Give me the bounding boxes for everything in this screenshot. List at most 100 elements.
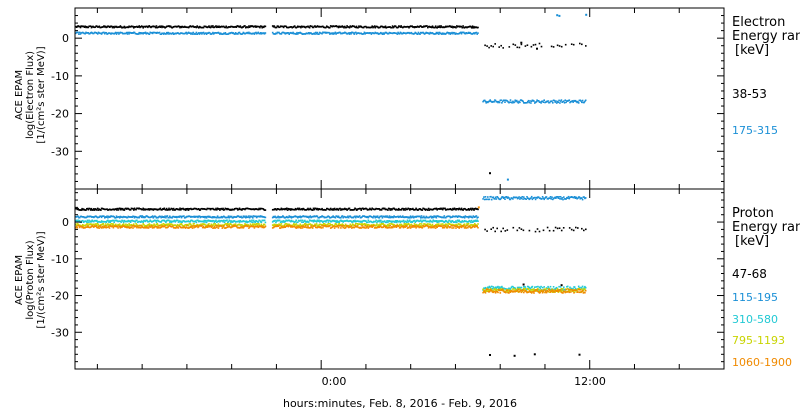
- electron-point: [349, 32, 352, 34]
- electron-point: [453, 32, 456, 34]
- proton-point: [493, 197, 495, 200]
- proton-point: [530, 291, 532, 293]
- x-tick-label-0000: 0:00: [322, 375, 347, 388]
- proton-point: [118, 216, 120, 218]
- electron-point: [503, 99, 506, 102]
- proton-point: [362, 207, 364, 210]
- proton-point: [469, 224, 471, 227]
- proton-point: [303, 208, 305, 211]
- electron-point: [192, 31, 195, 34]
- proton-point: [393, 207, 395, 210]
- proton-point: [431, 223, 434, 226]
- proton-point: [444, 207, 446, 210]
- electron-point: [258, 32, 260, 35]
- electron-point: [375, 32, 377, 34]
- proton-point: [473, 225, 475, 227]
- proton-point: [511, 290, 513, 292]
- proton-point: [500, 230, 502, 233]
- proton-point: [518, 286, 520, 289]
- electron-point: [370, 26, 373, 29]
- proton-point: [404, 224, 406, 226]
- electron-point: [383, 33, 385, 35]
- proton-point: [275, 221, 277, 224]
- electron-point: [83, 26, 86, 28]
- electron-point: [83, 32, 86, 35]
- proton-point: [452, 208, 455, 211]
- electron-point: [355, 26, 357, 29]
- proton-point: [433, 226, 435, 229]
- electron-point: [459, 31, 462, 34]
- proton-point: [169, 215, 171, 218]
- proton-point: [578, 288, 581, 290]
- proton-point: [312, 221, 315, 223]
- proton-point: [160, 226, 162, 228]
- proton-point: [356, 209, 359, 211]
- proton-point: [77, 219, 79, 222]
- proton-point: [552, 286, 555, 288]
- electron-legend-title-3: [keV]: [735, 43, 769, 58]
- proton-point: [292, 225, 294, 228]
- proton-point: [136, 224, 138, 226]
- proton-point: [425, 215, 428, 218]
- proton-point: [169, 220, 172, 222]
- proton-point: [326, 223, 329, 226]
- electron-point: [556, 44, 559, 47]
- proton-point: [445, 208, 448, 211]
- proton-point: [554, 196, 556, 199]
- proton-point: [373, 215, 376, 218]
- proton-point: [354, 215, 356, 218]
- electron-point: [413, 32, 416, 35]
- proton-point: [475, 215, 478, 217]
- proton-point: [286, 216, 289, 219]
- electron-point: [577, 102, 580, 104]
- proton-point: [93, 226, 95, 228]
- proton-point: [297, 216, 299, 219]
- proton-point: [260, 225, 263, 227]
- electron-point: [208, 32, 211, 34]
- electron-point: [577, 100, 579, 103]
- electron-point: [455, 26, 457, 29]
- proton-point: [174, 209, 177, 211]
- electron-point: [235, 26, 238, 28]
- proton-point: [571, 289, 574, 291]
- proton-point: [172, 225, 174, 228]
- proton-point: [96, 227, 99, 229]
- proton-point: [368, 224, 370, 226]
- electron-point: [304, 33, 307, 35]
- electron-point: [287, 32, 290, 34]
- proton-point: [551, 196, 553, 198]
- proton-point: [93, 220, 95, 223]
- proton-point: [347, 215, 349, 218]
- proton-point: [383, 225, 386, 228]
- proton-point: [231, 226, 234, 228]
- proton-point: [548, 197, 551, 199]
- electron-point: [259, 32, 261, 35]
- electron-point: [285, 25, 287, 28]
- proton-point: [402, 220, 404, 223]
- proton-point: [181, 221, 184, 223]
- electron-point: [373, 26, 375, 28]
- proton-point: [196, 215, 198, 218]
- electron-point: [538, 42, 541, 45]
- proton-point: [258, 225, 260, 227]
- proton-point: [251, 215, 253, 218]
- proton-point: [365, 223, 367, 225]
- proton-point: [241, 209, 243, 211]
- electron-point: [111, 25, 113, 28]
- proton-point: [350, 225, 352, 227]
- proton-point: [462, 209, 464, 211]
- proton-point: [495, 198, 498, 200]
- proton-point: [133, 223, 135, 225]
- electron-ylabel-line-1: ACE EPAM: [14, 70, 25, 120]
- electron-point: [349, 25, 352, 27]
- electron-point: [502, 47, 504, 49]
- proton-point: [238, 207, 241, 210]
- electron-point: [128, 33, 130, 35]
- proton-point: [263, 219, 266, 222]
- electron-point: [469, 31, 471, 34]
- proton-point: [101, 223, 104, 225]
- proton-point: [538, 289, 541, 291]
- proton-point: [311, 223, 313, 226]
- electron-point: [527, 101, 529, 103]
- proton-point: [424, 217, 427, 219]
